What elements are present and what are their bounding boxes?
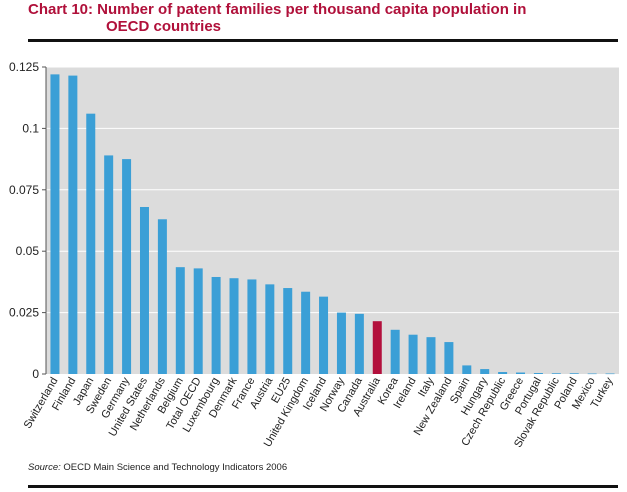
y-tick-label: 0.1	[22, 121, 39, 135]
y-tick-label: 0.125	[9, 60, 39, 74]
bar-norway	[336, 312, 346, 374]
bar-finland	[68, 75, 78, 374]
plot-background	[46, 67, 619, 374]
x-axis: SwitzerlandFinlandJapanSwedenGermanyUnit…	[22, 375, 616, 450]
bar-portugal	[533, 373, 543, 374]
bar-turkey	[605, 373, 615, 375]
bar-slovak-republic	[551, 373, 561, 374]
bar-greece	[516, 372, 526, 374]
bar-hungary	[480, 369, 490, 374]
y-tick-label: 0	[32, 367, 39, 381]
bar-canada	[354, 313, 364, 374]
bar-austria	[265, 284, 275, 374]
bar-italy	[426, 337, 436, 374]
bar-netherlands	[157, 219, 167, 374]
top-rule	[28, 39, 618, 42]
source-text: OECD Main Science and Technology Indicat…	[60, 462, 288, 473]
bar-spain	[462, 365, 472, 374]
bars	[50, 74, 615, 375]
bar-iceland	[319, 296, 329, 374]
bar-mexico	[587, 373, 597, 375]
bar-new-zealand	[444, 342, 454, 374]
bar-czech-republic	[498, 372, 508, 374]
y-tick-label: 0.025	[9, 306, 39, 320]
y-tick-label: 0.05	[16, 244, 40, 258]
bar-japan	[86, 113, 96, 374]
bar-sweden	[104, 155, 114, 374]
bar-denmark	[229, 278, 239, 374]
bottom-rule	[28, 485, 618, 488]
bar-korea	[390, 329, 400, 374]
bar-australia	[372, 321, 382, 374]
bar-germany	[122, 159, 132, 374]
chart-title: Chart 10: Number of patent families per …	[28, 1, 618, 35]
bar-total-oecd	[193, 268, 203, 374]
bar-luxembourg	[211, 276, 221, 374]
y-tick-label: 0.075	[9, 183, 39, 197]
source-label: Source:	[28, 462, 61, 473]
bar-united-states	[139, 206, 149, 374]
bar-poland	[569, 373, 579, 374]
bar-france	[247, 279, 257, 374]
chart-title-line1: Chart 10: Number of patent families per …	[28, 1, 527, 18]
bar-united-kingdom	[301, 291, 311, 374]
bar-switzerland	[50, 74, 60, 375]
y-axis: 0 0.025 0.05 0.075 0.1 0.125	[9, 60, 47, 381]
bar-ireland	[408, 334, 418, 374]
source-note: Source: OECD Main Science and Technology…	[28, 462, 287, 473]
chart-title-line2: OECD countries	[106, 18, 222, 35]
bar-belgium	[175, 267, 185, 374]
bar-eu25	[283, 288, 293, 374]
